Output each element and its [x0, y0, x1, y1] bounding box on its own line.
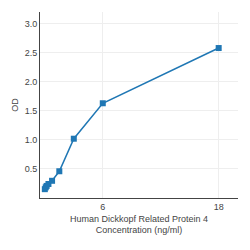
- svg-text:Human Dickkopf Related Protein: Human Dickkopf Related Protein 4Concentr…: [70, 214, 208, 236]
- svg-text:1.5: 1.5: [25, 106, 38, 116]
- svg-text:1.0: 1.0: [25, 135, 38, 145]
- svg-text:18: 18: [214, 202, 224, 212]
- svg-text:2.5: 2.5: [25, 48, 38, 58]
- svg-text:6: 6: [100, 202, 105, 212]
- svg-text:OD: OD: [10, 98, 20, 112]
- svg-text:2.0: 2.0: [25, 77, 38, 87]
- svg-text:3.0: 3.0: [25, 19, 38, 29]
- svg-text:0.5: 0.5: [25, 164, 38, 174]
